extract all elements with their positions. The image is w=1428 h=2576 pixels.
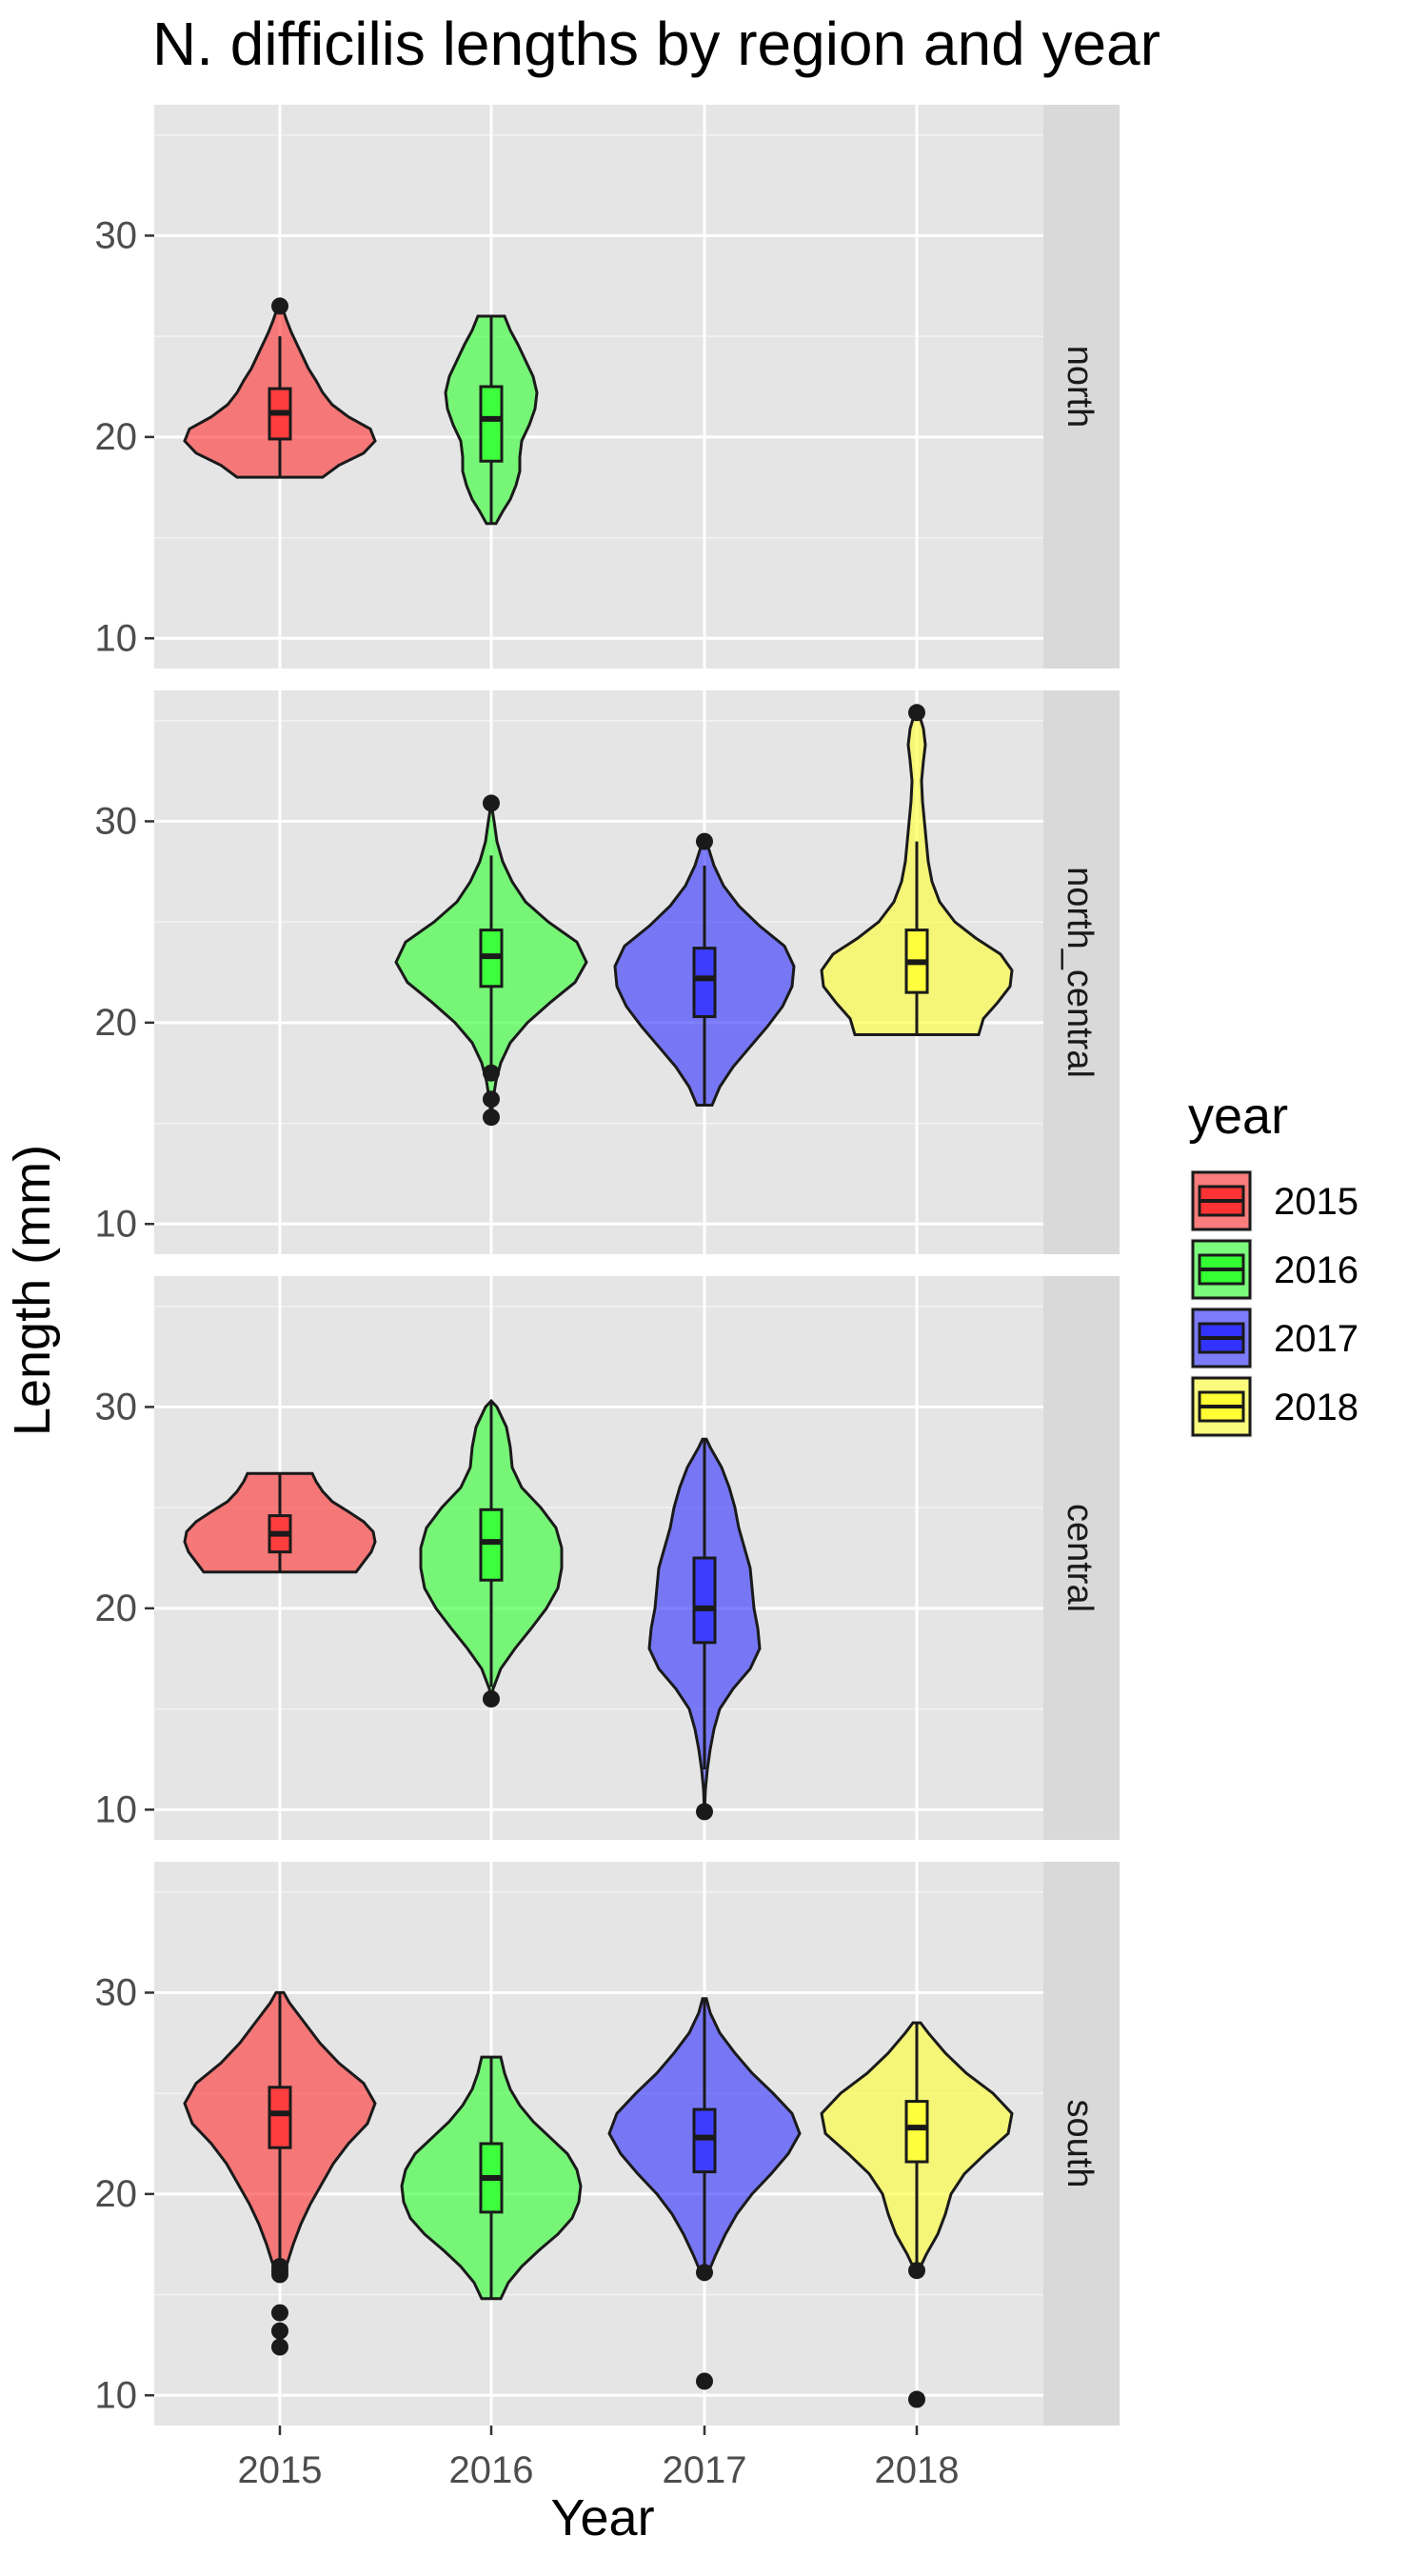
outlier-point bbox=[696, 2264, 713, 2282]
facet-strip-label: south bbox=[1060, 2100, 1100, 2188]
outlier-point bbox=[483, 1090, 500, 1108]
facet-strip-label: north_central bbox=[1060, 867, 1100, 1078]
violin-2015 bbox=[183, 1471, 377, 1574]
iqr-box bbox=[692, 2107, 717, 2174]
violin-2016 bbox=[444, 314, 539, 526]
y-tick-label: 20 bbox=[95, 1002, 138, 1044]
y-axis-title: Length (mm) bbox=[4, 1145, 61, 1436]
violin-2015 bbox=[183, 297, 377, 479]
violin-2016 bbox=[394, 794, 588, 1127]
legend-label: 2017 bbox=[1274, 1318, 1359, 1360]
x-tick-label: 2018 bbox=[875, 2449, 960, 2491]
violin-2016 bbox=[400, 2055, 583, 2301]
panels-layer: 10 20 30 north 10 20 30 north_central 10 20 30 cent… bbox=[95, 105, 1120, 2491]
legend-label: 2015 bbox=[1274, 1181, 1359, 1223]
outlier-point bbox=[696, 1803, 713, 1821]
outlier-point bbox=[696, 2372, 713, 2390]
y-tick-label: 30 bbox=[95, 1971, 138, 2013]
facet-strip bbox=[1043, 690, 1120, 1254]
iqr-box bbox=[268, 2086, 292, 2149]
outlier-point bbox=[271, 2266, 288, 2284]
y-tick-label: 30 bbox=[95, 1386, 138, 1428]
legend-entry-2018: 2018 bbox=[1190, 1375, 1359, 1438]
outlier-point bbox=[271, 2304, 288, 2322]
iqr-box bbox=[904, 2100, 929, 2164]
iqr-box bbox=[479, 1508, 504, 1582]
legend-entry-2017: 2017 bbox=[1190, 1307, 1359, 1369]
x-axis-title: Year bbox=[550, 2489, 654, 2546]
outlier-point bbox=[483, 1690, 500, 1707]
chart-title: N. difficilis lengths by region and year bbox=[152, 10, 1160, 78]
y-tick-label: 20 bbox=[95, 2173, 138, 2215]
x-tick-label: 2017 bbox=[663, 2449, 747, 2491]
facet-panel-north_central: 10 20 30 north_central bbox=[95, 690, 1120, 1254]
iqr-box bbox=[479, 385, 504, 463]
y-tick-label: 20 bbox=[95, 416, 138, 458]
violin-2018 bbox=[820, 2021, 1014, 2408]
iqr-box bbox=[692, 947, 717, 1019]
outlier-point bbox=[483, 1108, 500, 1127]
facet-panel-south: 10 20 30 south 2015 2016 2017 2018 bbox=[95, 1862, 1120, 2491]
legend-entry-2015: 2015 bbox=[1190, 1169, 1359, 1232]
legend-title: year bbox=[1188, 1088, 1288, 1145]
y-tick-label: 10 bbox=[95, 1788, 138, 1830]
outlier-point bbox=[483, 1064, 500, 1082]
iqr-box bbox=[692, 1556, 717, 1645]
y-tick-label: 10 bbox=[95, 617, 138, 659]
outlier-point bbox=[271, 297, 288, 315]
violin-2016 bbox=[419, 1398, 564, 1707]
legend-entry-2016: 2016 bbox=[1190, 1238, 1359, 1301]
facet-strip-label: north bbox=[1060, 346, 1100, 429]
violin-2017 bbox=[647, 1437, 762, 1821]
x-tick-label: 2015 bbox=[238, 2449, 323, 2491]
legend: 2015 2016 2017 2018 bbox=[1190, 1169, 1359, 1438]
outlier-point bbox=[483, 794, 500, 812]
violin-2015 bbox=[183, 1990, 377, 2356]
outlier-point bbox=[271, 2322, 288, 2340]
outlier-point bbox=[908, 704, 925, 722]
facet-panel-central: 10 20 30 central bbox=[95, 1276, 1120, 1840]
outlier-point bbox=[908, 2390, 925, 2408]
y-tick-label: 30 bbox=[95, 800, 138, 842]
facet-strip-label: central bbox=[1060, 1504, 1100, 1612]
outlier-point bbox=[271, 2338, 288, 2356]
facet-strip bbox=[1043, 1862, 1120, 2426]
y-tick-label: 10 bbox=[95, 1203, 138, 1245]
violin-2017 bbox=[607, 1997, 802, 2390]
y-tick-label: 10 bbox=[95, 2374, 138, 2416]
violin-2017 bbox=[613, 832, 796, 1107]
facet-strip bbox=[1043, 105, 1120, 669]
violin-2018 bbox=[820, 704, 1014, 1036]
y-tick-label: 20 bbox=[95, 1588, 138, 1629]
facet-strip bbox=[1043, 1276, 1120, 1840]
y-tick-label: 30 bbox=[95, 214, 138, 256]
facet-panel-north: 10 20 30 north bbox=[95, 105, 1120, 669]
legend-label: 2016 bbox=[1274, 1249, 1359, 1291]
x-tick-label: 2016 bbox=[449, 2449, 534, 2491]
outlier-point bbox=[908, 2262, 925, 2280]
legend-label: 2018 bbox=[1274, 1387, 1359, 1428]
outlier-point bbox=[696, 832, 713, 850]
